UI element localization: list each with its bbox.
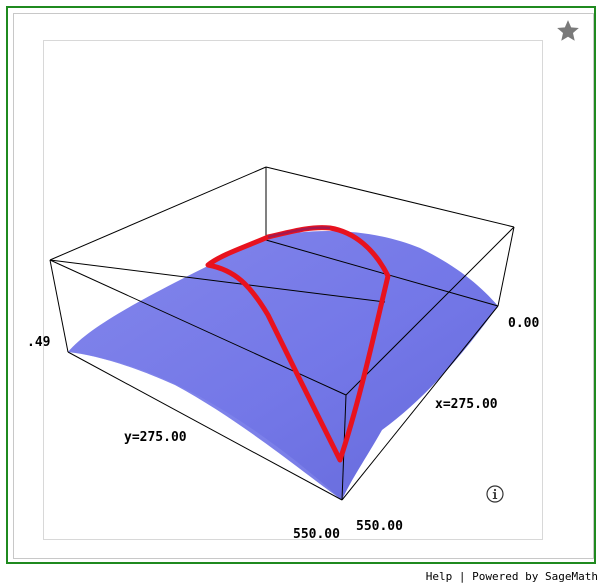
bounding-box-inner [49,239,499,307]
corner-label-bottom-right: 550.00 [356,519,403,534]
viewer-inner-frame [13,13,594,559]
x-axis-mid-label: x=275.00 [435,397,498,412]
footer-separator: | [458,570,466,583]
surface-mesh [68,230,498,500]
curve-back-segment [267,226,331,239]
help-link[interactable]: Help [425,570,453,583]
bounding-box-back [49,166,515,353]
tick-label-right-top: 0.00 [508,316,539,331]
star-icon[interactable] [555,18,581,44]
footer: Help | Powered by SageMath [426,570,598,583]
info-icon[interactable] [485,484,505,504]
tick-label-left: .49 [27,335,50,350]
bounding-box-front [49,226,515,501]
corner-label-bottom-left: 550.00 [293,527,340,542]
powered-by-link[interactable]: Powered by SageMath [472,570,598,583]
y-axis-mid-label: y=275.00 [124,430,187,445]
